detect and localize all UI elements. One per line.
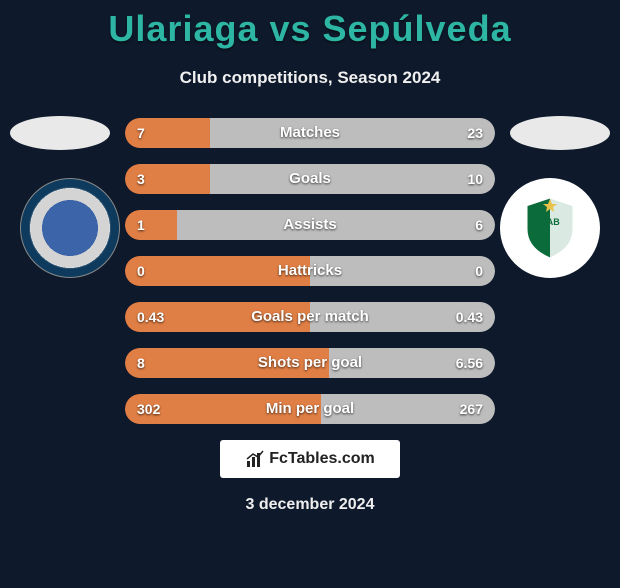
stat-label: Matches — [125, 118, 495, 148]
date-text: 3 december 2024 — [0, 496, 620, 514]
stat-value-right: 6 — [475, 210, 483, 240]
stat-value-left: 8 — [137, 348, 145, 378]
stat-label: Goals — [125, 164, 495, 194]
stat-label: Assists — [125, 210, 495, 240]
stat-value-right: 0.43 — [456, 302, 483, 332]
stat-row: Goals per match0.43 0.43 — [125, 302, 495, 332]
chart-icon — [245, 449, 265, 469]
player-photo-left — [10, 116, 110, 150]
stat-value-left: 0 — [137, 256, 145, 286]
watermark: FcTables.com — [220, 440, 400, 478]
stat-row: Goals3 10 — [125, 164, 495, 194]
stat-label: Goals per match — [125, 302, 495, 332]
stat-value-left: 7 — [137, 118, 145, 148]
stat-row: Matches7 23 — [125, 118, 495, 148]
stat-row: Shots per goal8 6.56 — [125, 348, 495, 378]
club-badge-left — [20, 178, 120, 278]
stat-label: Hattricks — [125, 256, 495, 286]
subtitle: Club competitions, Season 2024 — [0, 68, 620, 88]
stat-row: Assists1 6 — [125, 210, 495, 240]
stat-bars: Matches7 23 Goals3 10 Assists1 6 Hattricks0 0 Go… — [125, 118, 495, 424]
stat-value-right: 23 — [467, 118, 483, 148]
stat-label: Shots per goal — [125, 348, 495, 378]
svg-text:CAB: CAB — [540, 217, 560, 227]
stat-value-right: 267 — [460, 394, 483, 424]
stat-value-right: 0 — [475, 256, 483, 286]
stat-value-left: 1 — [137, 210, 145, 240]
comparison-panel: CAB Matches7 23 Goals3 10 Assists1 6 Hattricks… — [0, 118, 620, 424]
stat-value-right: 6.56 — [456, 348, 483, 378]
stat-value-left: 302 — [137, 394, 160, 424]
club-badge-right: CAB — [500, 178, 600, 278]
player-photo-right — [510, 116, 610, 150]
stat-value-right: 10 — [467, 164, 483, 194]
stat-row: Min per goal302 267 — [125, 394, 495, 424]
stat-label: Min per goal — [125, 394, 495, 424]
stat-value-left: 3 — [137, 164, 145, 194]
stat-value-left: 0.43 — [137, 302, 164, 332]
shield-icon: CAB — [522, 195, 578, 261]
watermark-text: FcTables.com — [269, 450, 375, 468]
page-title: Ulariaga vs Sepúlveda — [0, 8, 620, 50]
stat-row: Hattricks0 0 — [125, 256, 495, 286]
